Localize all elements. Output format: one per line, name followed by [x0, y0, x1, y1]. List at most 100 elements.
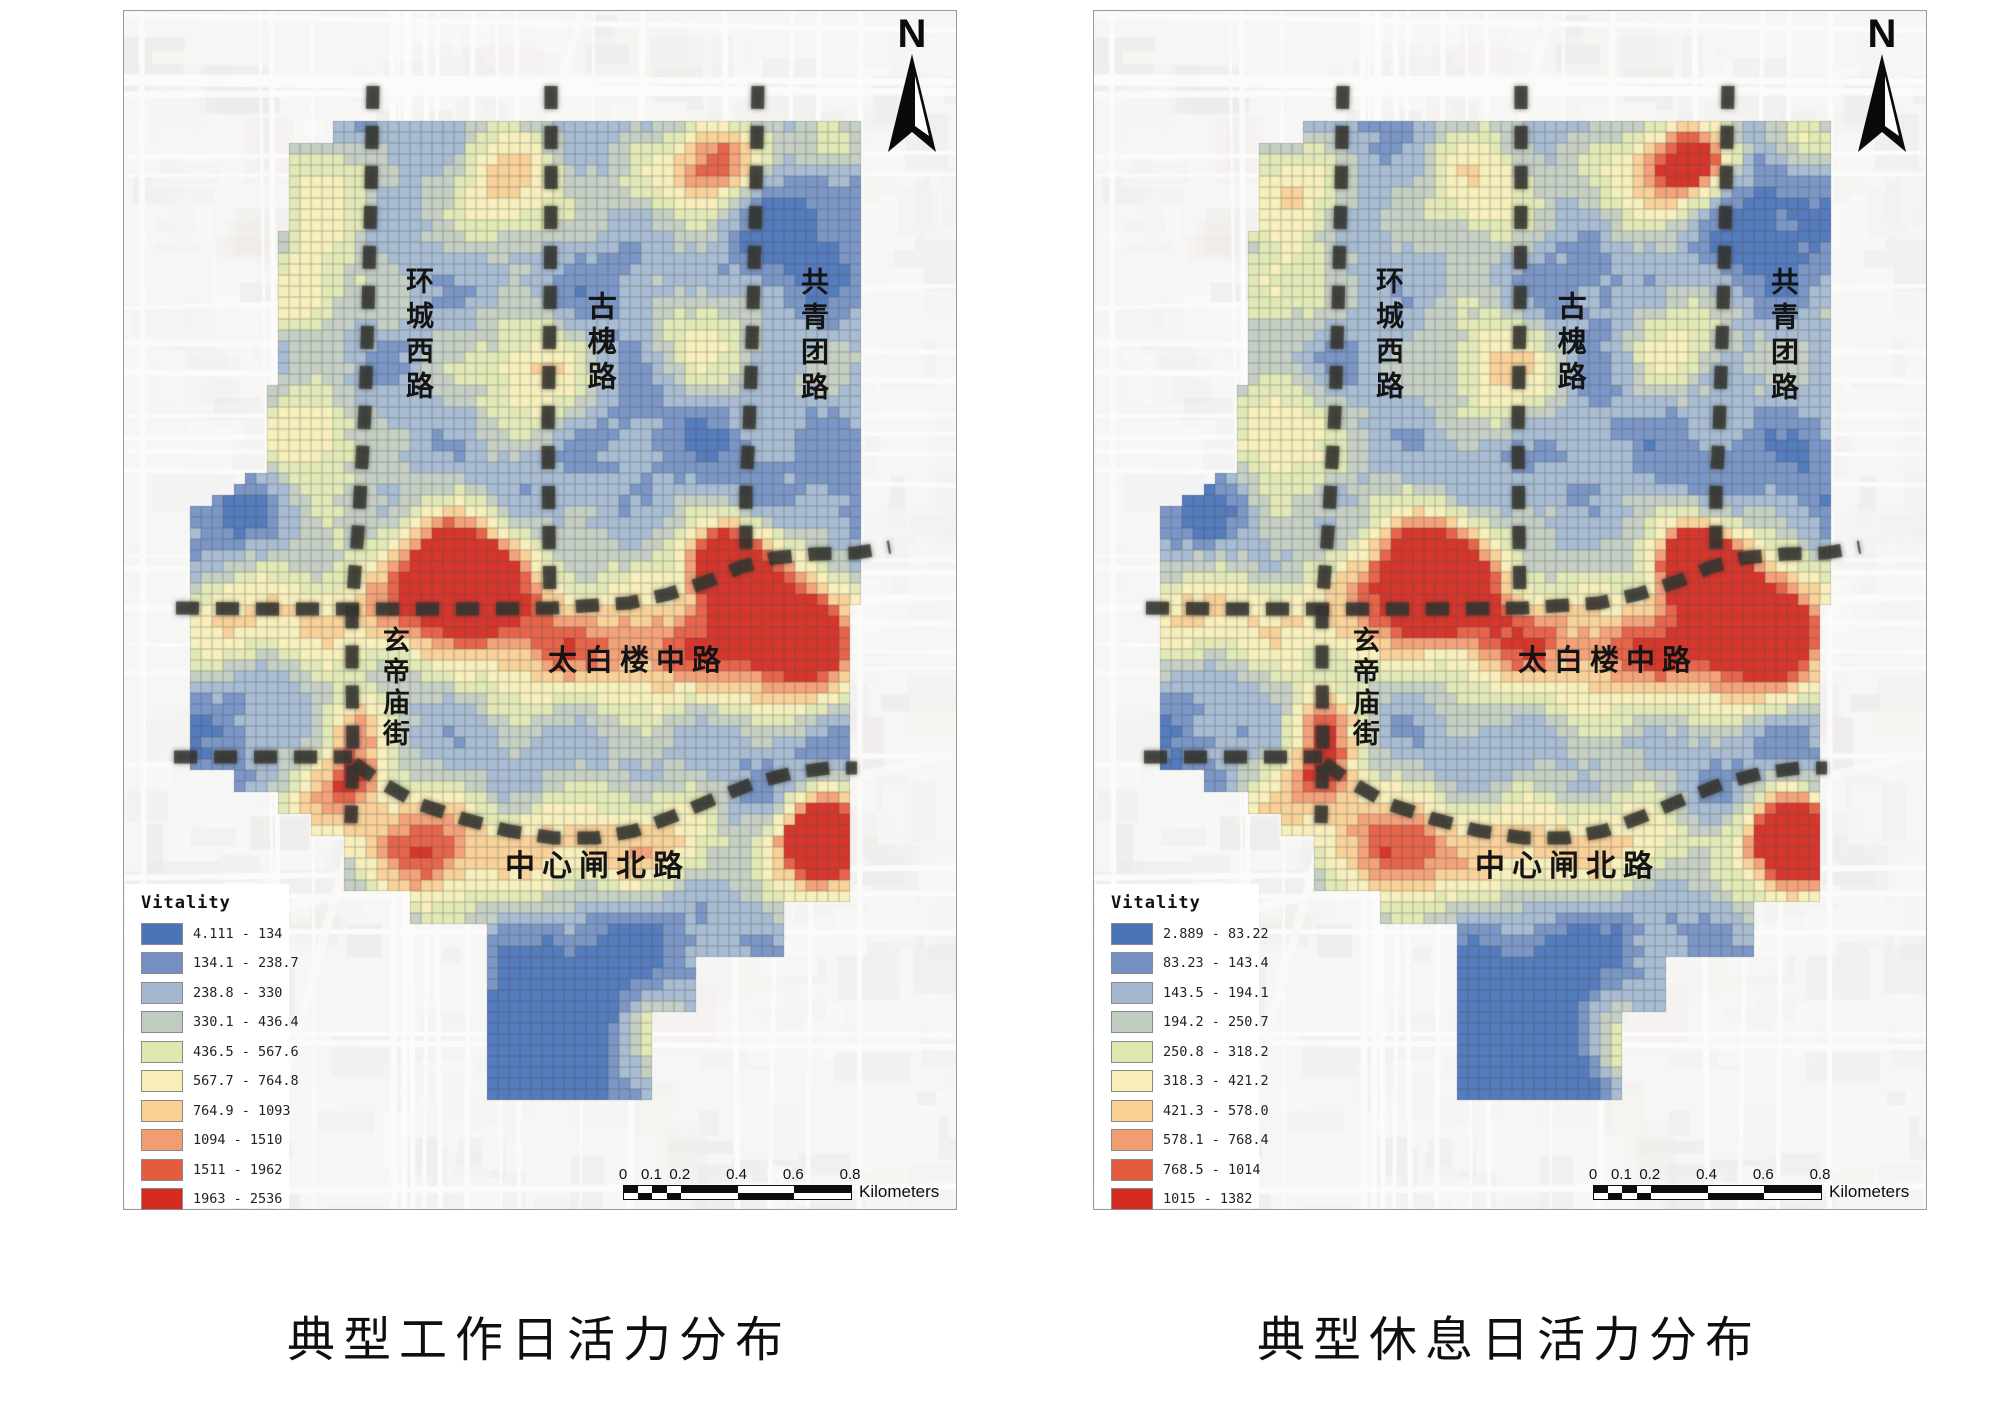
legend-entry: 578.1 - 768.4 [1111, 1126, 1269, 1156]
scale-bar-cell [794, 1186, 851, 1193]
legend-entry-label: 134.1 - 238.7 [193, 955, 299, 972]
scale-bar-cell [638, 1192, 653, 1199]
legend-title: Vitality [141, 893, 231, 913]
road-label: 太白楼中路 [1518, 645, 1699, 677]
legend-swatch [1111, 1070, 1153, 1093]
legend-swatch [141, 1070, 183, 1093]
scale-tick-label: 0.6 [782, 1166, 804, 1183]
scale-bar-cell [1636, 1186, 1651, 1193]
scale-bar-cell [1707, 1192, 1765, 1199]
scale-bar-row [1594, 1192, 1821, 1199]
legend-swatch [141, 1129, 183, 1152]
scale-bar-cell [1594, 1192, 1609, 1199]
legend-entry: 250.8 - 318.2 [1111, 1037, 1269, 1067]
vitality-legend: Vitality 2.889 - 83.22 83.23 - 143.4 143.5 … [1095, 884, 1269, 1211]
scale-tick-label: 0.4 [726, 1166, 747, 1183]
scale-bar-cell [1594, 1186, 1609, 1193]
legend-entry: 2.889 - 83.22 [1111, 919, 1269, 949]
caption-workday: 典型工作日活力分布 [286, 1314, 791, 1367]
map-panel-workday: 环城西路 古槐路 共青团路玄帝庙街 太白楼中路中心闸北路 N Vitality 4.111 … [123, 10, 957, 1211]
scale-bar-blocks [1593, 1185, 1822, 1200]
legend-swatch [141, 1188, 183, 1211]
legend-entry: 1015 - 1382 [1111, 1185, 1259, 1215]
legend-entry-label: 194.2 - 250.7 [1163, 1014, 1269, 1031]
legend-swatch [1111, 922, 1153, 945]
legend-swatch [1111, 1188, 1153, 1211]
road-label: 共青团路 [1767, 267, 1799, 407]
road-label: 玄帝庙街 [1348, 626, 1379, 750]
legend-entry-label: 1094 - 1510 [193, 1132, 283, 1149]
scale-tick-label: 0.1 [640, 1166, 662, 1183]
legend-swatch [1111, 1011, 1153, 1034]
legend-swatch [141, 1011, 183, 1034]
scale-tick-label: 0 [1588, 1166, 1598, 1183]
scale-bar: 0 0.1 0.2 0.4 0.6 0.8 Kilometers [619, 1166, 953, 1208]
scale-bar-cell [737, 1192, 795, 1199]
legend-entry-label: 238.8 - 330 [193, 984, 283, 1001]
scale-bar-row [624, 1192, 851, 1199]
north-label: N [1867, 12, 1897, 56]
scale-bar-cell [794, 1192, 851, 1199]
road-label: 中心闸北路 [1475, 850, 1660, 883]
legend-swatch [141, 1099, 183, 1122]
legend-entry-label: 143.5 - 194.1 [1163, 984, 1269, 1001]
legend-swatch [141, 1040, 183, 1063]
scale-bar-cell [638, 1186, 653, 1193]
scale-bar-cell [1650, 1186, 1708, 1193]
legend-swatch [1111, 1129, 1153, 1152]
legend-entry-label: 2.889 - 83.22 [1163, 925, 1269, 942]
legend-swatch [1111, 952, 1153, 975]
legend-entry-label: 83.23 - 143.4 [1163, 955, 1269, 972]
legend-swatch [141, 1158, 183, 1181]
north-label: N [897, 12, 927, 56]
legend-entry: 567.7 - 764.8 [141, 1067, 299, 1097]
legend-entry: 194.2 - 250.7 [1111, 1008, 1269, 1038]
legend-entry: 768.5 - 1014 [1111, 1155, 1261, 1185]
legend-swatch [141, 952, 183, 975]
legend-entry-label: 421.3 - 578.0 [1163, 1102, 1269, 1119]
scale-bar: 0 0.1 0.2 0.4 0.6 0.8 Kilometers [1589, 1166, 1923, 1208]
north-arrow-icon [1858, 54, 1906, 152]
legend-entry-label: 318.3 - 421.2 [1163, 1073, 1269, 1090]
scale-bar-unit: Kilometers [1829, 1182, 1910, 1201]
caption-restday: 典型休息日活力分布 [1256, 1314, 1761, 1367]
vitality-legend: Vitality 4.111 - 134 134.1 - 238.7 238.8 - … [125, 884, 299, 1211]
scale-bar-cell [1650, 1192, 1708, 1199]
legend-entry: 1963 - 2536 [141, 1185, 289, 1215]
scale-tick-label: 0.8 [839, 1166, 861, 1183]
scale-tick-label: 0.1 [1610, 1166, 1632, 1183]
legend-swatch [1111, 1099, 1153, 1122]
north-arrow: N [876, 14, 948, 159]
scale-bar-ticks: 0 0.1 0.2 0.4 0.6 0.8 [1589, 1166, 1831, 1183]
legend-swatch [1111, 981, 1153, 1004]
legend-entry-label: 250.8 - 318.2 [1163, 1043, 1269, 1060]
road-label: 环城西路 [1372, 266, 1404, 406]
legend-swatch [1111, 1158, 1153, 1181]
legend-entry: 4.111 - 134 [141, 919, 289, 949]
scale-bar-cell [666, 1186, 681, 1193]
legend-entry-label: 578.1 - 768.4 [1163, 1132, 1269, 1149]
legend-entry: 143.5 - 194.1 [1111, 978, 1269, 1008]
road-label: 共青团路 [797, 267, 829, 407]
road-label: 环城西路 [402, 266, 434, 406]
scale-bar-row [1594, 1186, 1821, 1193]
legend-entry-label: 4.111 - 134 [193, 925, 283, 942]
scale-tick-label: 0.4 [1696, 1166, 1717, 1183]
road-label: 古槐路 [583, 291, 616, 396]
road-label: 太白楼中路 [548, 645, 729, 677]
scale-bar-row [624, 1186, 851, 1193]
legend-entry: 1094 - 1510 [141, 1126, 289, 1156]
scale-bar-cell [1764, 1186, 1821, 1193]
legend-entry: 421.3 - 578.0 [1111, 1096, 1269, 1126]
legend-entry: 318.3 - 421.2 [1111, 1067, 1269, 1097]
legend-entry: 330.1 - 436.4 [141, 1008, 299, 1038]
scale-bar-blocks [623, 1185, 852, 1200]
road-label: 中心闸北路 [505, 850, 690, 883]
legend-entry-label: 436.5 - 567.6 [193, 1043, 299, 1060]
road-label: 玄帝庙街 [378, 626, 409, 750]
scale-bar-cell [1764, 1192, 1821, 1199]
legend-swatch [1111, 1040, 1153, 1063]
scale-tick-label: 0.6 [1752, 1166, 1774, 1183]
scale-tick-label: 0.2 [669, 1166, 691, 1183]
scale-bar-unit: Kilometers [859, 1182, 940, 1201]
